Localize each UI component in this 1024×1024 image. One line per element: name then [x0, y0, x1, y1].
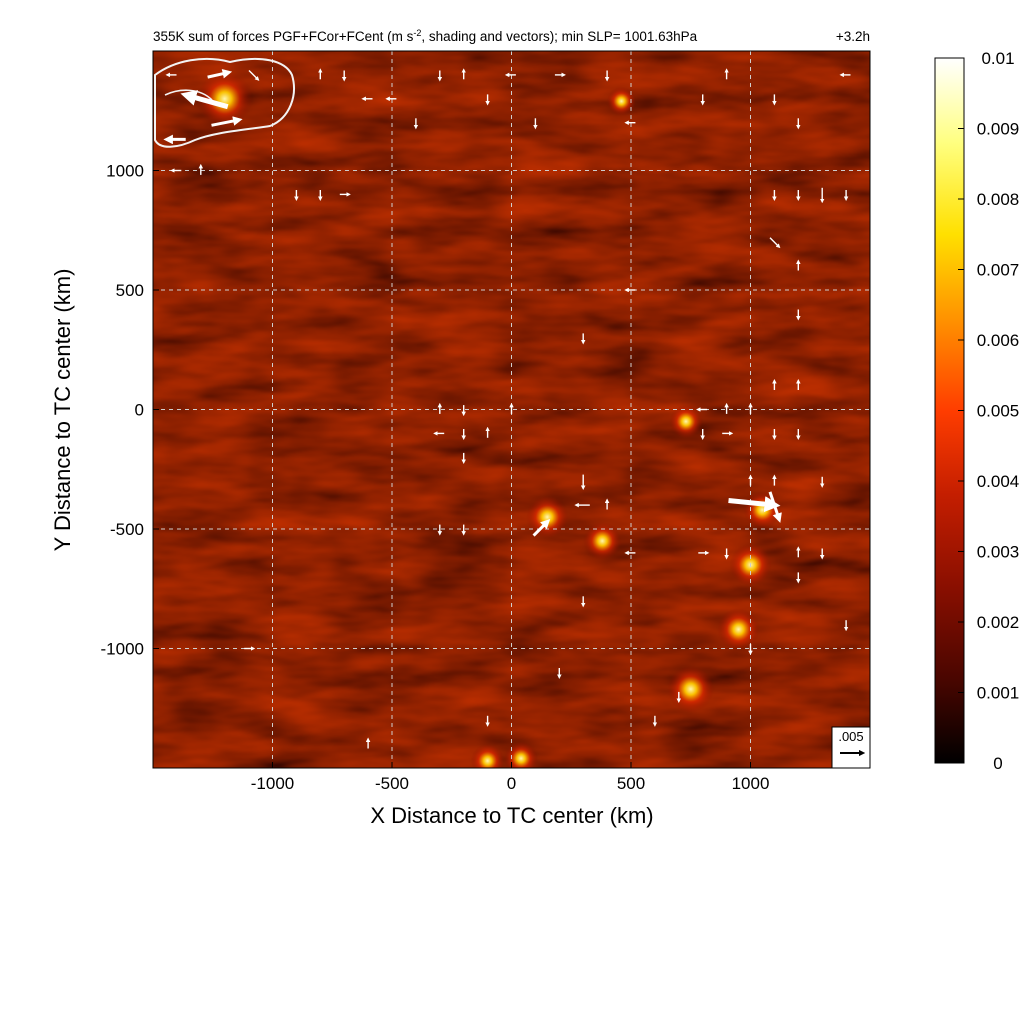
colorbar-ticks: 0 0.001 0.002 0.003 0.004 0.005 0.006 0.007 0.00…	[958, 49, 1019, 773]
force-vector	[207, 69, 233, 79]
colorbar-tick-label: 0.009	[977, 120, 1020, 139]
hotspot	[606, 86, 637, 116]
force-vector	[768, 491, 782, 523]
colorbar-tick-label: 0.002	[977, 613, 1020, 632]
x-tick-label: 1000	[732, 774, 770, 793]
plot-area	[153, 51, 870, 768]
hotspot	[504, 741, 538, 768]
force-vector	[248, 70, 260, 81]
time-label: +3.2h	[836, 29, 870, 44]
x-axis-label: X Distance to TC center (km)	[370, 803, 653, 828]
colorbar-tick-label: 0.004	[977, 472, 1020, 491]
hotspot	[667, 665, 715, 713]
hotspot	[717, 608, 760, 651]
y-tick-label: -500	[110, 520, 144, 539]
colorbar-tick-label: 0.003	[977, 543, 1020, 562]
chart-title: 355K sum of forces PGF+FCor+FCent (m s-2…	[153, 28, 698, 44]
reference-box-frame	[831, 726, 871, 769]
y-axis-label: Y Distance to TC center (km)	[50, 269, 75, 552]
colorbar-tick-label: 0.006	[977, 331, 1020, 350]
force-vector	[532, 519, 551, 537]
colorbar-tick-label: 0.007	[977, 261, 1020, 280]
force-vector	[728, 496, 781, 513]
x-tick-label: -1000	[251, 774, 294, 793]
force-vector	[211, 116, 243, 127]
x-axis-ticks: -1000 -500 0 500 1000	[251, 762, 770, 793]
x-tick-label: 500	[617, 774, 645, 793]
colorbar-tick-label: 0.01	[981, 49, 1014, 68]
hotspot	[526, 495, 569, 539]
hotspot	[583, 521, 622, 560]
vector-layer	[163, 68, 851, 749]
y-axis-ticks: -1000 -500 0 500 1000	[101, 162, 159, 659]
y-tick-label: 500	[116, 281, 144, 300]
colorbar-tick-label: 0.008	[977, 190, 1020, 209]
contour-line	[154, 57, 295, 148]
title-superscript: -2	[413, 28, 421, 38]
force-vector	[769, 237, 781, 249]
reference-vector-box: .005	[831, 726, 871, 769]
force-vector	[180, 90, 229, 110]
hotspot	[470, 744, 505, 768]
reference-vector-label: .005	[838, 729, 863, 744]
hotspot	[196, 71, 253, 127]
y-tick-label: 1000	[106, 162, 144, 181]
colorbar-tick-label: 0.001	[977, 684, 1020, 703]
x-tick-label: 0	[507, 774, 516, 793]
colorbar-tick-label: 0.005	[977, 402, 1020, 421]
colorbar-tick-label: 0	[993, 754, 1002, 773]
hotspot	[669, 404, 703, 439]
x-tick-label: -500	[375, 774, 409, 793]
y-tick-label: -1000	[101, 640, 144, 659]
y-tick-label: 0	[135, 401, 144, 420]
